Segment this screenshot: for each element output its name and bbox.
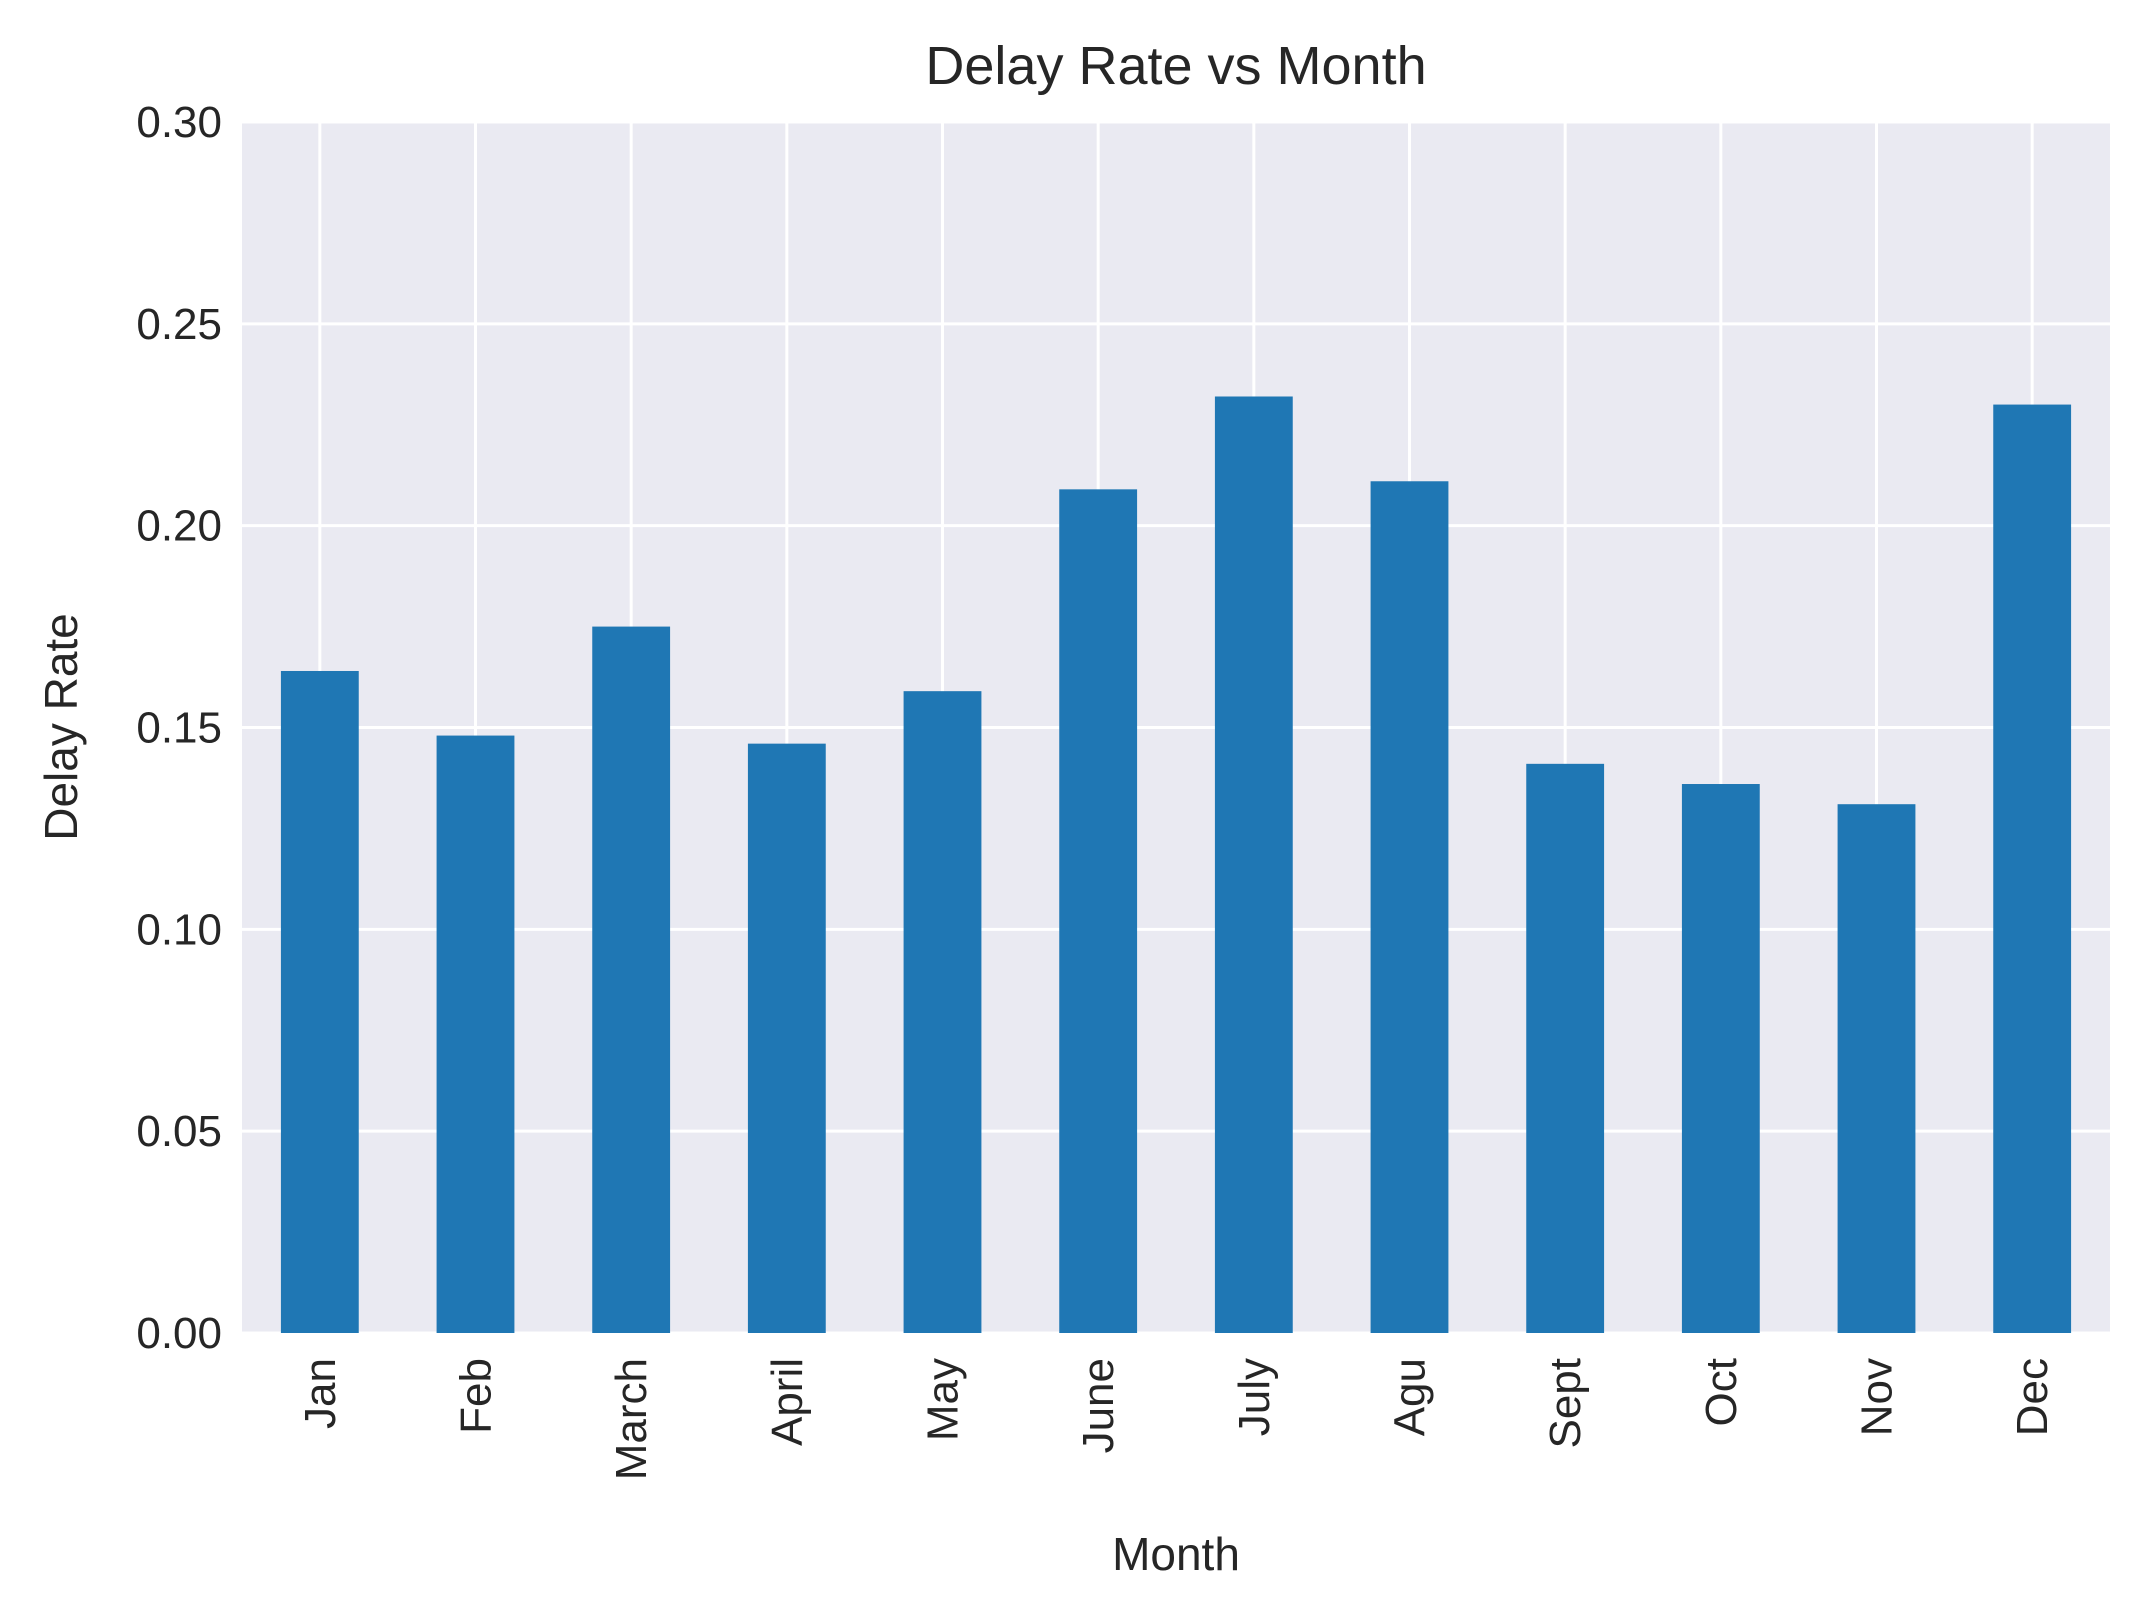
x-tick-label: Sept bbox=[1541, 1358, 1590, 1449]
y-tick-label: 0.30 bbox=[136, 98, 222, 147]
y-axis-label: Delay Rate bbox=[35, 613, 87, 841]
y-tick-label: 0.10 bbox=[136, 905, 222, 954]
x-tick-label: Nov bbox=[1853, 1358, 1902, 1436]
chart-title: Delay Rate vs Month bbox=[925, 36, 1426, 96]
x-tick-label: Agu bbox=[1386, 1358, 1435, 1436]
bar-dec bbox=[1993, 404, 2072, 1334]
x-tick-label: May bbox=[919, 1358, 968, 1441]
bar-sept bbox=[1526, 763, 1605, 1333]
y-tick-label: 0.05 bbox=[136, 1107, 222, 1156]
bar-nov bbox=[1837, 804, 1916, 1333]
x-tick-label: Jan bbox=[296, 1358, 345, 1429]
x-tick-label: June bbox=[1074, 1358, 1123, 1453]
bar-oct bbox=[1681, 784, 1760, 1333]
x-axis-label: Month bbox=[1112, 1528, 1240, 1580]
x-tick-label: April bbox=[763, 1358, 812, 1446]
bar-feb bbox=[436, 735, 515, 1333]
bar-june bbox=[1059, 489, 1138, 1333]
x-tick-label: July bbox=[1230, 1358, 1279, 1436]
y-tick-label: 0.20 bbox=[136, 502, 222, 551]
y-tick-label: 0.25 bbox=[136, 300, 222, 349]
y-tick-label: 0.15 bbox=[136, 704, 222, 753]
bar-july bbox=[1214, 396, 1293, 1333]
bar-may bbox=[903, 691, 982, 1333]
bar-jan bbox=[280, 670, 359, 1333]
x-tick-label: Oct bbox=[1697, 1358, 1746, 1426]
x-tick-labels: Jan Feb March April May June July Agu Sept Oct Nov… bbox=[296, 1358, 2057, 1480]
bar-march bbox=[592, 626, 671, 1333]
x-tick-label: March bbox=[607, 1358, 656, 1480]
x-tick-label: Feb bbox=[452, 1358, 501, 1434]
bar-agu bbox=[1370, 481, 1449, 1334]
y-tick-labels: 0.00 0.05 0.10 0.15 0.20 0.25 0.30 bbox=[136, 98, 222, 1358]
y-tick-label: 0.00 bbox=[136, 1309, 222, 1358]
bar-april bbox=[747, 743, 826, 1333]
bars bbox=[280, 396, 2072, 1334]
x-tick-label: Dec bbox=[2008, 1358, 2057, 1436]
